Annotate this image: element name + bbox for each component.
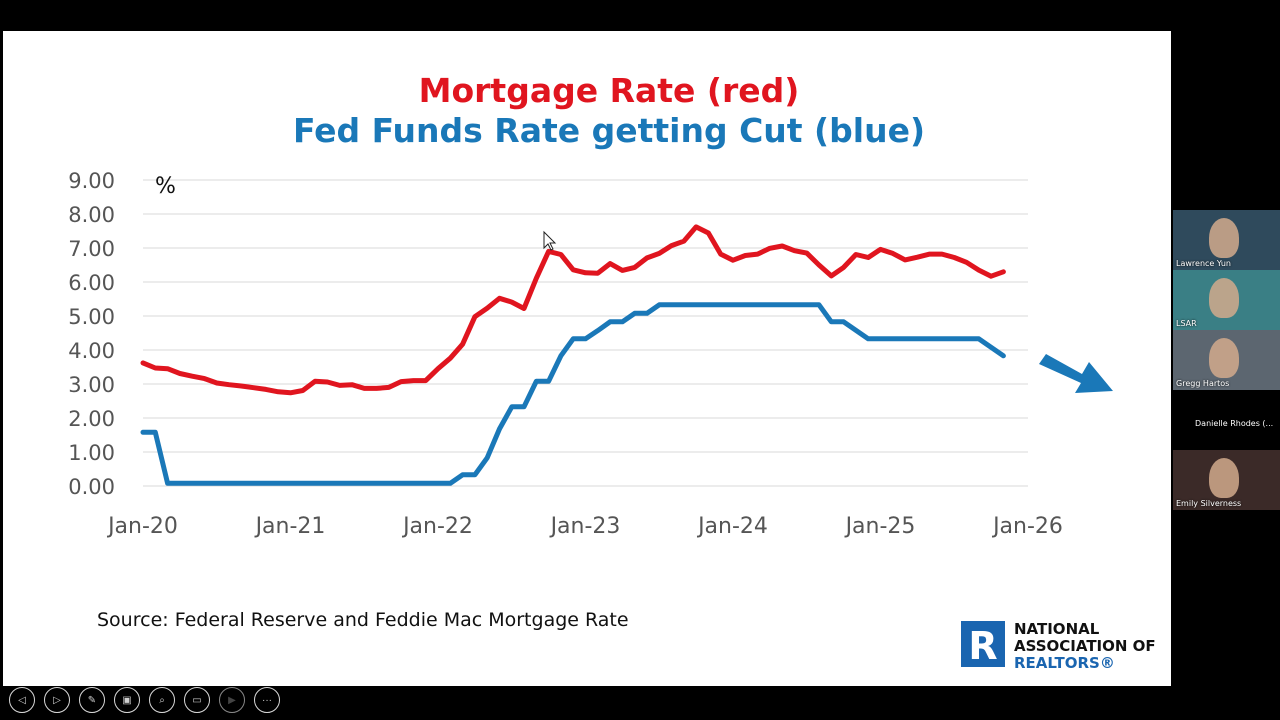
x-tick-label: Jan-22 [401, 514, 473, 539]
participant-tile[interactable]: Lawrence Yun [1173, 210, 1280, 270]
source-note: Source: Federal Reserve and Feddie Mac M… [97, 609, 629, 631]
logo-line3: REALTORS® [1014, 654, 1115, 672]
participant-video [1209, 458, 1239, 498]
more-icon[interactable]: ··· [254, 687, 280, 713]
y-tick-label: 0.00 [68, 475, 115, 499]
prev-arrow-icon[interactable]: ◁ [9, 687, 35, 713]
participant-video [1209, 278, 1239, 318]
next-arrow-icon[interactable]: ▷ [44, 687, 70, 713]
participant-video [1209, 338, 1239, 378]
y-tick-label: 5.00 [68, 305, 115, 329]
downward-trend-arrow-icon [1039, 354, 1113, 393]
participant-tile[interactable]: Gregg Hartos [1173, 330, 1280, 390]
subtitles-icon[interactable]: ▭ [184, 687, 210, 713]
participant-name: Danielle Rhodes (... [1195, 419, 1274, 428]
realtor-r-icon: R [961, 621, 1005, 668]
x-tick-label: Jan-26 [991, 514, 1063, 539]
series-line-mortgage-rate [140, 224, 1006, 396]
zoom-icon[interactable]: ⌕ [149, 687, 175, 713]
x-tick-label: Jan-24 [696, 514, 768, 539]
series-line-fed-funds-rate [140, 302, 1006, 486]
y-tick-label: 4.00 [68, 339, 115, 363]
x-tick-label: Jan-25 [844, 514, 916, 539]
y-tick-label: 3.00 [68, 373, 115, 397]
participants-panel: Lawrence Yun LSAR Gregg Hartos Danielle Rho… [1173, 210, 1280, 510]
y-tick-label: 1.00 [68, 441, 115, 465]
mouse-cursor-icon [543, 230, 557, 251]
video-icon[interactable]: ▶ [219, 687, 245, 713]
x-tick-label: Jan-21 [254, 514, 326, 539]
x-tick-label: Jan-23 [549, 514, 621, 539]
pen-icon[interactable]: ✎ [79, 687, 105, 713]
presentation-toolbar: ◁ ▷ ✎ ▣ ⌕ ▭ ▶ ··· [9, 687, 280, 713]
slide: Mortgage Rate (red) Fed Funds Rate getti… [3, 31, 1171, 713]
y-tick-label: 2.00 [68, 407, 115, 431]
logo-line2: ASSOCIATION OF [1014, 637, 1156, 655]
logo-line1: NATIONAL [1014, 620, 1100, 638]
participant-name: LSAR [1176, 319, 1197, 328]
participant-name: Emily Silverness [1176, 499, 1242, 508]
participant-video [1209, 218, 1239, 258]
participant-name: Lawrence Yun [1176, 259, 1231, 268]
y-tick-label: 7.00 [68, 237, 115, 261]
y-tick-label: 8.00 [68, 203, 115, 227]
participant-name: Gregg Hartos [1176, 379, 1230, 388]
chart-title-line1: Mortgage Rate (red) [418, 71, 800, 110]
svg-text:R: R [968, 624, 997, 667]
participant-tile[interactable]: Danielle Rhodes (... [1173, 390, 1280, 450]
slides-icon[interactable]: ▣ [114, 687, 140, 713]
participant-tile[interactable]: LSAR [1173, 270, 1280, 330]
chart-title-line2: Fed Funds Rate getting Cut (blue) [292, 111, 926, 150]
y-tick-label: 9.00 [68, 169, 115, 193]
y-unit-label: % [155, 174, 176, 199]
x-tick-label: Jan-20 [106, 514, 178, 539]
y-tick-label: 6.00 [68, 271, 115, 295]
line-chart: 0.00 1.00 2.00 3.00 4.00 5.00 6.00 7.00 8.00 9.00… [68, 169, 1113, 539]
nar-logo: R NATIONAL ASSOCIATION OF REALTORS® [961, 620, 1161, 672]
participant-tile[interactable]: Emily Silverness [1173, 450, 1280, 510]
